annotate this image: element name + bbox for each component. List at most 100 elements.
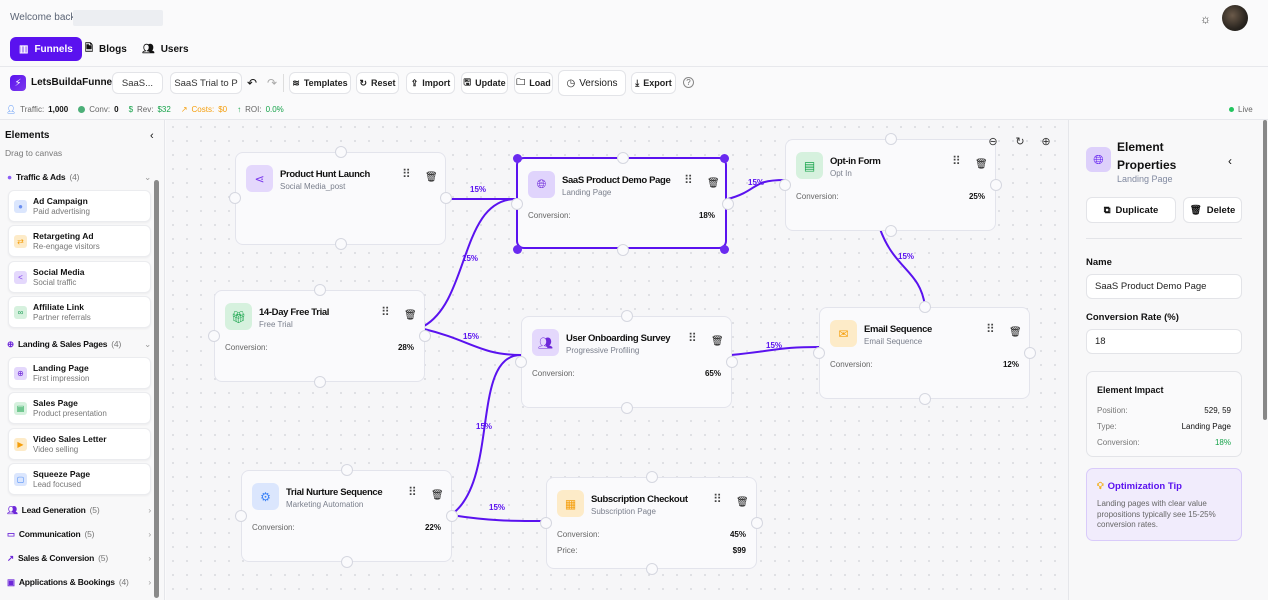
conversion-rate-input[interactable]: 18: [1086, 329, 1242, 354]
collapse-panel-icon[interactable]: ‹: [1228, 154, 1232, 168]
right-connection-handle[interactable]: [419, 330, 431, 342]
right-connection-handle[interactable]: [726, 356, 738, 368]
top-connection-handle[interactable]: [621, 310, 633, 322]
help-icon[interactable]: ?: [683, 77, 694, 88]
drag-handle-icon[interactable]: ⠿: [408, 485, 417, 499]
right-connection-handle[interactable]: [446, 510, 458, 522]
element-card[interactable]: ⇄ Retargeting Ad Re-engage visitors: [8, 225, 151, 257]
right-connection-handle[interactable]: [751, 517, 763, 529]
funnel-edge[interactable]: [423, 198, 517, 327]
bottom-connection-handle[interactable]: [885, 225, 897, 237]
redo-icon[interactable]: ↷: [267, 76, 278, 90]
bottom-connection-handle[interactable]: [617, 244, 629, 256]
funnel-edge[interactable]: [423, 328, 522, 356]
bottom-connection-handle[interactable]: [314, 376, 326, 388]
element-card[interactable]: ∞ Affiliate Link Partner referrals: [8, 296, 151, 328]
top-connection-handle[interactable]: [919, 301, 931, 313]
trash-icon[interactable]: 🗑︎: [425, 172, 438, 183]
delete-button[interactable]: 🗑︎ Delete: [1183, 197, 1242, 223]
resize-handle[interactable]: [513, 154, 522, 163]
element-card[interactable]: ▤ Sales Page Product presentation: [8, 392, 151, 424]
element-card[interactable]: ● Ad Campaign Paid advertising: [8, 190, 151, 222]
drag-handle-icon[interactable]: ⠿: [402, 167, 411, 181]
top-connection-handle[interactable]: [646, 471, 658, 483]
top-connection-handle[interactable]: [314, 284, 326, 296]
drag-handle-icon[interactable]: ⠿: [952, 154, 961, 168]
import-button[interactable]: ⇪ Import: [406, 72, 455, 94]
funnel-node[interactable]: ▤ Opt-in Form Opt In ⠿ 🗑︎ Conversion: 25%: [779, 133, 1002, 237]
sidebar-group-traffic-ads[interactable]: ● Traffic & Ads (4) ⌄: [7, 170, 151, 184]
bottom-connection-handle[interactable]: [341, 556, 353, 568]
collapse-sidebar-icon[interactable]: ‹: [150, 130, 154, 142]
drag-handle-icon[interactable]: ⠿: [688, 331, 697, 345]
trash-icon[interactable]: 🗑︎: [1009, 327, 1022, 338]
drag-handle-icon[interactable]: ⠿: [381, 305, 390, 319]
resize-handle[interactable]: [720, 245, 729, 254]
funnel-edge[interactable]: [727, 179, 786, 200]
left-connection-handle[interactable]: [229, 192, 241, 204]
trash-icon[interactable]: 🗑︎: [736, 497, 749, 508]
export-button[interactable]: ⤓ Export: [631, 72, 676, 94]
zoom-out-icon[interactable]: ⊖: [988, 135, 998, 148]
funnel-edge[interactable]: [450, 354, 522, 516]
drag-handle-icon[interactable]: ⠿: [713, 492, 722, 506]
tab-blogs[interactable]: 🗎 Blogs: [76, 37, 136, 61]
drag-handle-icon[interactable]: ⠿: [986, 322, 995, 336]
funnel-edge[interactable]: [730, 346, 820, 356]
zoom-in-icon[interactable]: ⊕: [1041, 135, 1051, 148]
right-connection-handle[interactable]: [440, 192, 452, 204]
right-connection-handle[interactable]: [990, 179, 1002, 191]
right-connection-handle[interactable]: [1024, 347, 1036, 359]
funnel-edge[interactable]: [450, 514, 547, 522]
top-connection-handle[interactable]: [617, 152, 629, 164]
element-card[interactable]: ▢ Squeeze Page Lead focused: [8, 463, 151, 495]
left-connection-handle[interactable]: [813, 347, 825, 359]
funnel-select[interactable]: SaaS...: [112, 72, 163, 94]
avatar[interactable]: [1222, 5, 1248, 31]
load-button[interactable]: 🗀︎ Load: [514, 72, 553, 94]
resize-handle[interactable]: [513, 245, 522, 254]
left-connection-handle[interactable]: [540, 517, 552, 529]
sidebar-group-sales-conversion[interactable]: ↗ Sales & Conversion (5) ›: [7, 551, 151, 565]
templates-button[interactable]: ≋ Templates: [289, 72, 351, 94]
trash-icon[interactable]: 🗑︎: [431, 490, 444, 501]
left-connection-handle[interactable]: [235, 510, 247, 522]
funnel-edge[interactable]: [879, 228, 926, 307]
update-button[interactable]: 🖫︎ Update: [461, 72, 508, 94]
sidebar-group-lead-generation[interactable]: 👥︎ Lead Generation (5) ›: [7, 503, 151, 517]
funnel-node[interactable]: ⋖ Product Hunt Launch Social Media_post …: [229, 146, 452, 250]
sidebar-group-applications-bookings[interactable]: ▣ Applications & Bookings (4) ›: [7, 575, 151, 589]
name-input[interactable]: SaaS Product Demo Page: [1086, 274, 1242, 299]
funnel-node[interactable]: 👥︎ User Onboarding Survey Progressive Pr…: [515, 310, 738, 414]
bottom-connection-handle[interactable]: [646, 563, 658, 575]
duplicate-button[interactable]: ⧉ Duplicate: [1086, 197, 1176, 223]
versions-button[interactable]: ◷ Versions: [558, 70, 626, 96]
element-card[interactable]: ▶ Video Sales Letter Video selling: [8, 428, 151, 460]
funnel-node[interactable]: ▦ Subscription Checkout Subscription Pag…: [540, 471, 763, 575]
right-connection-handle[interactable]: [722, 198, 734, 210]
bottom-connection-handle[interactable]: [621, 402, 633, 414]
left-connection-handle[interactable]: [511, 198, 523, 210]
tab-funnels[interactable]: ▥ Funnels: [10, 37, 82, 61]
funnel-node[interactable]: ⚙ Trial Nurture Sequence Marketing Autom…: [235, 464, 458, 568]
reset-button[interactable]: ↻ Reset: [356, 72, 399, 94]
undo-icon[interactable]: ↶: [247, 76, 258, 90]
funnel-node[interactable]: ✉ Email Sequence Email Sequence ⠿ 🗑︎ Conv…: [813, 301, 1036, 405]
top-connection-handle[interactable]: [885, 133, 897, 145]
drag-handle-icon[interactable]: ⠿: [684, 173, 693, 187]
left-connection-handle[interactable]: [208, 330, 220, 342]
left-connection-handle[interactable]: [779, 179, 791, 191]
sidebar-group-communication[interactable]: ▭ Communication (5) ›: [7, 527, 151, 541]
sidebar-scrollbar[interactable]: [154, 180, 159, 598]
theme-toggle-sun-icon[interactable]: ☼: [1200, 12, 1211, 26]
bottom-connection-handle[interactable]: [335, 238, 347, 250]
tab-users[interactable]: 👥︎ Users: [133, 37, 198, 61]
funnel-name-input[interactable]: SaaS Trial to P: [170, 72, 242, 94]
bottom-connection-handle[interactable]: [919, 393, 931, 405]
sidebar-group-landing-sales-pages[interactable]: ⊕ Landing & Sales Pages (4) ⌄: [7, 337, 151, 351]
trash-icon[interactable]: 🗑︎: [711, 336, 724, 347]
trash-icon[interactable]: 🗑︎: [707, 178, 720, 189]
left-connection-handle[interactable]: [515, 356, 527, 368]
top-connection-handle[interactable]: [341, 464, 353, 476]
trash-icon[interactable]: 🗑︎: [404, 310, 417, 321]
